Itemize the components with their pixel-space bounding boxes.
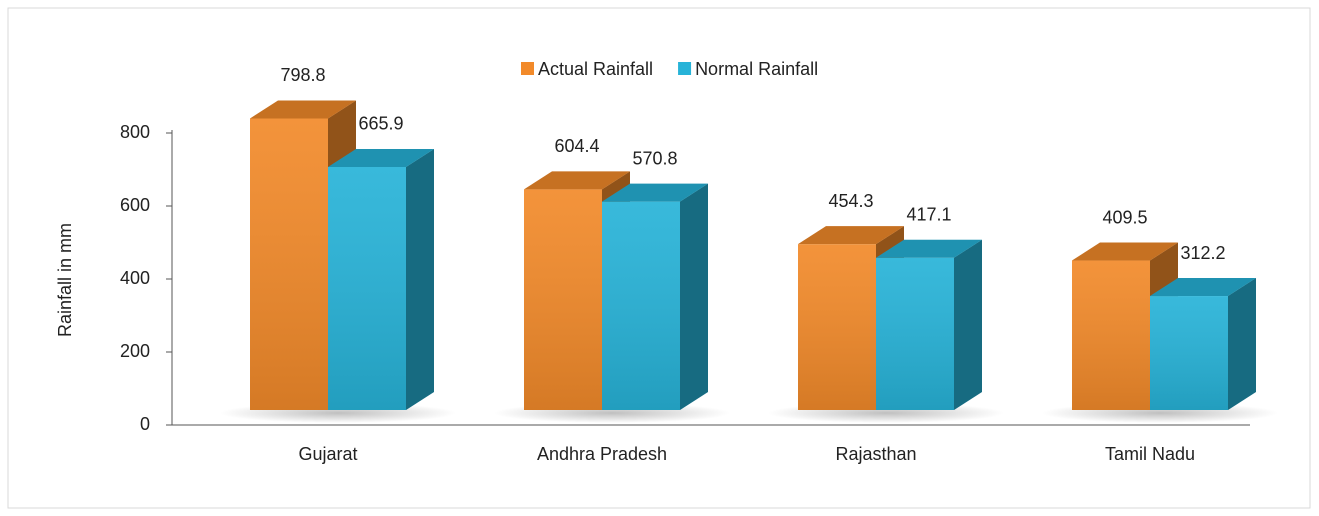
bar-side-shade <box>680 183 708 410</box>
bar-shade <box>250 118 328 411</box>
data-label: 312.2 <box>1180 243 1225 263</box>
bar-side <box>954 239 982 410</box>
data-label: 409.5 <box>1102 207 1147 227</box>
data-label: 798.8 <box>280 65 325 85</box>
data-label: 604.4 <box>554 136 599 156</box>
bar-shade <box>1072 260 1150 410</box>
x-tick-label: Rajasthan <box>835 444 916 464</box>
bar-top-shade <box>1072 242 1178 261</box>
data-label: 454.3 <box>828 191 873 211</box>
bar-top <box>1150 278 1256 297</box>
x-tick-label: Andhra Pradesh <box>537 444 667 464</box>
bar-shade <box>602 201 680 410</box>
bar-top <box>524 171 630 190</box>
bar-side <box>406 148 434 410</box>
legend-label: Normal Rainfall <box>695 59 818 79</box>
bar-top <box>798 226 904 245</box>
bar-shade <box>876 257 954 410</box>
legend-label: Actual Rainfall <box>538 59 653 79</box>
bar-shade <box>1150 296 1228 410</box>
bar-top-shade <box>250 100 356 119</box>
x-tick-label: Tamil Nadu <box>1105 444 1195 464</box>
bar-top-shade <box>524 171 630 190</box>
bar-top-shade <box>876 239 982 258</box>
bar-shade <box>798 244 876 410</box>
legend-swatch <box>678 62 692 75</box>
bar-side-shade <box>954 239 982 410</box>
y-tick-label: 400 <box>120 268 150 288</box>
y-tick-label: 800 <box>120 122 150 142</box>
bar-top-shade <box>602 183 708 202</box>
bar-side <box>1228 278 1256 410</box>
bar-side-shade <box>406 148 434 410</box>
y-axis-label: Rainfall in mm <box>55 223 75 337</box>
bar-top-shade <box>1150 278 1256 297</box>
x-tick-label: Gujarat <box>298 444 357 464</box>
y-tick-label: 600 <box>120 195 150 215</box>
legend-swatch <box>521 62 534 75</box>
bar-top-shade <box>798 226 904 245</box>
bar-top <box>876 239 982 258</box>
bar-top <box>250 100 356 119</box>
bar-top <box>602 183 708 202</box>
bar-side-shade <box>1228 278 1256 410</box>
bar-shade <box>328 166 406 410</box>
bar-top <box>328 148 434 167</box>
bar-shade <box>524 189 602 410</box>
bar-top-shade <box>328 148 434 167</box>
data-label: 417.1 <box>906 205 951 225</box>
y-tick-label: 0 <box>140 414 150 434</box>
y-tick-label: 200 <box>120 341 150 361</box>
bar-top <box>1072 242 1178 261</box>
data-label: 570.8 <box>632 148 677 168</box>
bar-side <box>680 183 708 410</box>
data-label: 665.9 <box>358 114 403 134</box>
